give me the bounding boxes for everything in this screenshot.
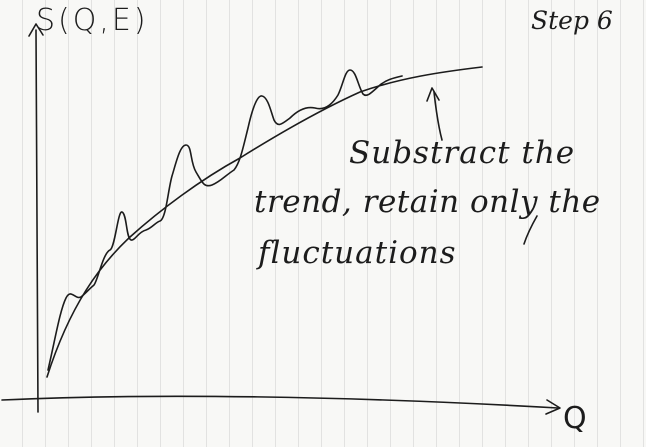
x-axis-label: Q <box>563 401 587 436</box>
annotation-arrow <box>426 87 443 141</box>
fluctuating-data-curve <box>47 69 403 371</box>
step-label: Step 6 <box>531 6 613 35</box>
annotation-line-3: fluctuations <box>258 235 457 271</box>
y-axis <box>28 23 44 413</box>
x-axis <box>1 395 561 415</box>
annotation-line-2: trend, retain only the <box>254 184 601 220</box>
y-axis-label: S(Q,E) <box>36 3 149 38</box>
annotation-line-1: Substract the <box>349 135 576 171</box>
pen-tick <box>523 215 538 245</box>
trend-curve <box>46 66 483 378</box>
